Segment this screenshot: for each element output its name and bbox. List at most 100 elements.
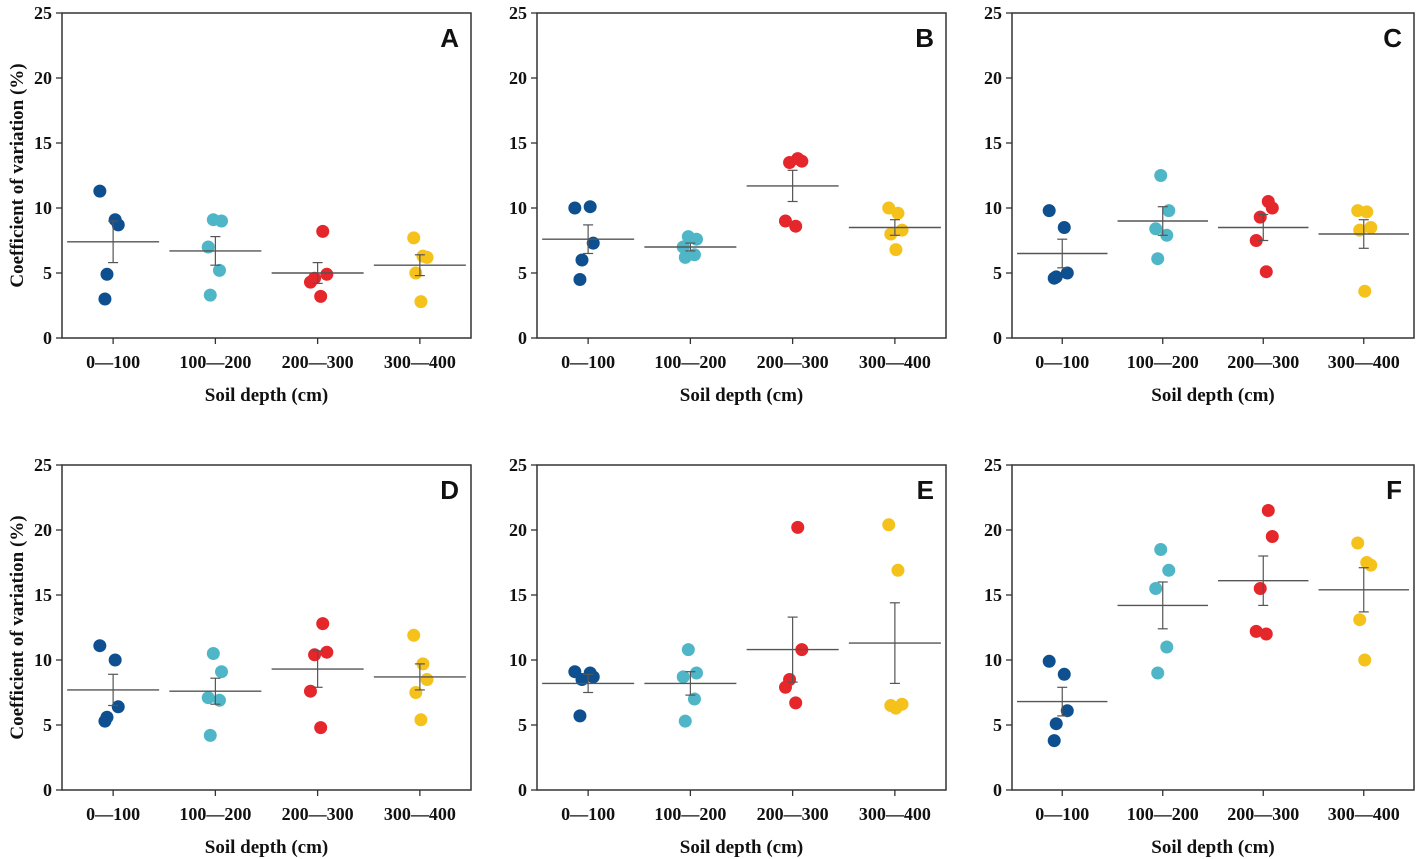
panel-letter: A	[440, 23, 459, 53]
data-point	[111, 700, 125, 714]
y-tick-label: 20	[984, 68, 1002, 88]
panel-f: 0 5 10 15 20 25 0—100 100—200 200—300 300—400 F Soi…	[984, 455, 1415, 858]
x-tick-label: 200—300	[1227, 804, 1299, 824]
panel-a: 0 5 10 15 20 25 0—100 100—200 200—300 300—400 A Soi…	[7, 3, 472, 406]
y-tick-label: 15	[984, 133, 1002, 153]
y-tick-label: 0	[43, 780, 52, 800]
data-point	[316, 224, 330, 238]
x-tick-label: 300—400	[1328, 804, 1400, 824]
data-point	[1162, 563, 1176, 577]
panel-b: 0 5 10 15 20 25 0—100 100—200 200—300 300—400 B Soi…	[509, 3, 947, 406]
data-point	[93, 639, 107, 653]
y-tick-label: 0	[993, 328, 1002, 348]
y-tick-label: 10	[509, 650, 527, 670]
data-point	[676, 670, 690, 684]
data-point	[783, 156, 797, 169]
data-point	[316, 617, 330, 631]
data-point	[884, 227, 898, 241]
data-point	[1259, 265, 1273, 279]
data-point	[1057, 221, 1071, 234]
data-point	[789, 219, 803, 233]
data-point	[1265, 201, 1279, 215]
data-point	[1259, 627, 1273, 641]
y-tick-label: 0	[43, 328, 52, 348]
data-point	[320, 267, 334, 281]
data-point	[303, 684, 317, 698]
x-tick-label: 0—100	[561, 804, 615, 824]
data-point	[568, 201, 582, 215]
data-point	[1160, 640, 1174, 654]
data-point	[1154, 543, 1168, 556]
plot-frame	[61, 464, 472, 791]
panel-e: 0 5 10 15 20 25 0—100 100—200 200—300 300—400 E Soi…	[509, 455, 947, 858]
data-point	[678, 250, 692, 264]
data-point	[414, 295, 428, 309]
x-axis-title: Soil depth (cm)	[680, 385, 804, 406]
data-point	[1253, 210, 1267, 224]
data-point	[795, 154, 809, 168]
y-axis-title: Coefficient of variation (%)	[7, 63, 28, 287]
y-tick-label: 10	[509, 198, 527, 218]
y-tick-label: 5	[43, 263, 52, 283]
x-axis-title: Soil depth (cm)	[205, 385, 329, 406]
x-tick-label: 100—200	[1127, 804, 1199, 824]
data-point	[1154, 169, 1168, 182]
y-axis-title: Coefficient of variation (%)	[7, 515, 28, 739]
x-tick-label: 0—100	[86, 352, 140, 372]
data-point	[889, 243, 903, 257]
x-tick-label: 100—200	[179, 352, 251, 372]
data-point	[314, 721, 328, 735]
y-tick-label: 20	[509, 520, 527, 540]
x-tick-label: 200—300	[282, 352, 354, 372]
y-tick-label: 10	[34, 198, 52, 218]
data-point	[1060, 266, 1074, 280]
x-tick-label: 100—200	[1127, 352, 1199, 372]
y-tick-label: 5	[993, 263, 1002, 283]
y-tick-label: 20	[984, 520, 1002, 540]
y-tick-label: 5	[518, 715, 527, 735]
y-tick-label: 20	[34, 520, 52, 540]
x-tick-label: 100—200	[654, 352, 726, 372]
data-point	[1149, 222, 1163, 236]
data-point	[1358, 653, 1372, 667]
data-point	[1042, 204, 1056, 218]
data-point	[778, 680, 792, 694]
data-point	[891, 206, 905, 220]
data-point	[1249, 624, 1263, 638]
x-tick-label: 0—100	[86, 804, 140, 824]
data-point	[203, 288, 217, 302]
data-point	[111, 218, 125, 232]
data-point	[303, 275, 317, 289]
data-point	[420, 250, 434, 264]
x-axis-title: Soil depth (cm)	[680, 837, 804, 858]
data-point	[407, 628, 421, 642]
panel-letter: C	[1383, 23, 1402, 53]
plot-frame	[1011, 12, 1415, 339]
plot-frame	[536, 464, 947, 791]
data-point	[420, 673, 434, 686]
data-point	[789, 696, 803, 710]
data-point	[1351, 536, 1365, 550]
plot-frame	[536, 12, 947, 339]
data-point	[778, 214, 792, 228]
y-tick-label: 20	[34, 68, 52, 88]
x-tick-label: 200—300	[757, 804, 829, 824]
x-tick-label: 300—400	[859, 352, 931, 372]
y-tick-label: 10	[984, 198, 1002, 218]
y-tick-label: 0	[993, 780, 1002, 800]
data-point	[108, 653, 122, 667]
y-tick-label: 25	[34, 455, 52, 475]
data-point	[98, 292, 112, 306]
data-point	[100, 267, 114, 281]
x-axis-title: Soil depth (cm)	[1151, 837, 1275, 858]
data-point	[1057, 667, 1071, 681]
data-point	[212, 263, 226, 277]
data-point	[583, 200, 597, 214]
panel-letter: D	[440, 475, 459, 505]
y-tick-label: 15	[509, 133, 527, 153]
data-point	[98, 714, 112, 728]
data-point	[889, 701, 903, 715]
y-tick-label: 10	[984, 650, 1002, 670]
plot-frame	[61, 12, 472, 339]
